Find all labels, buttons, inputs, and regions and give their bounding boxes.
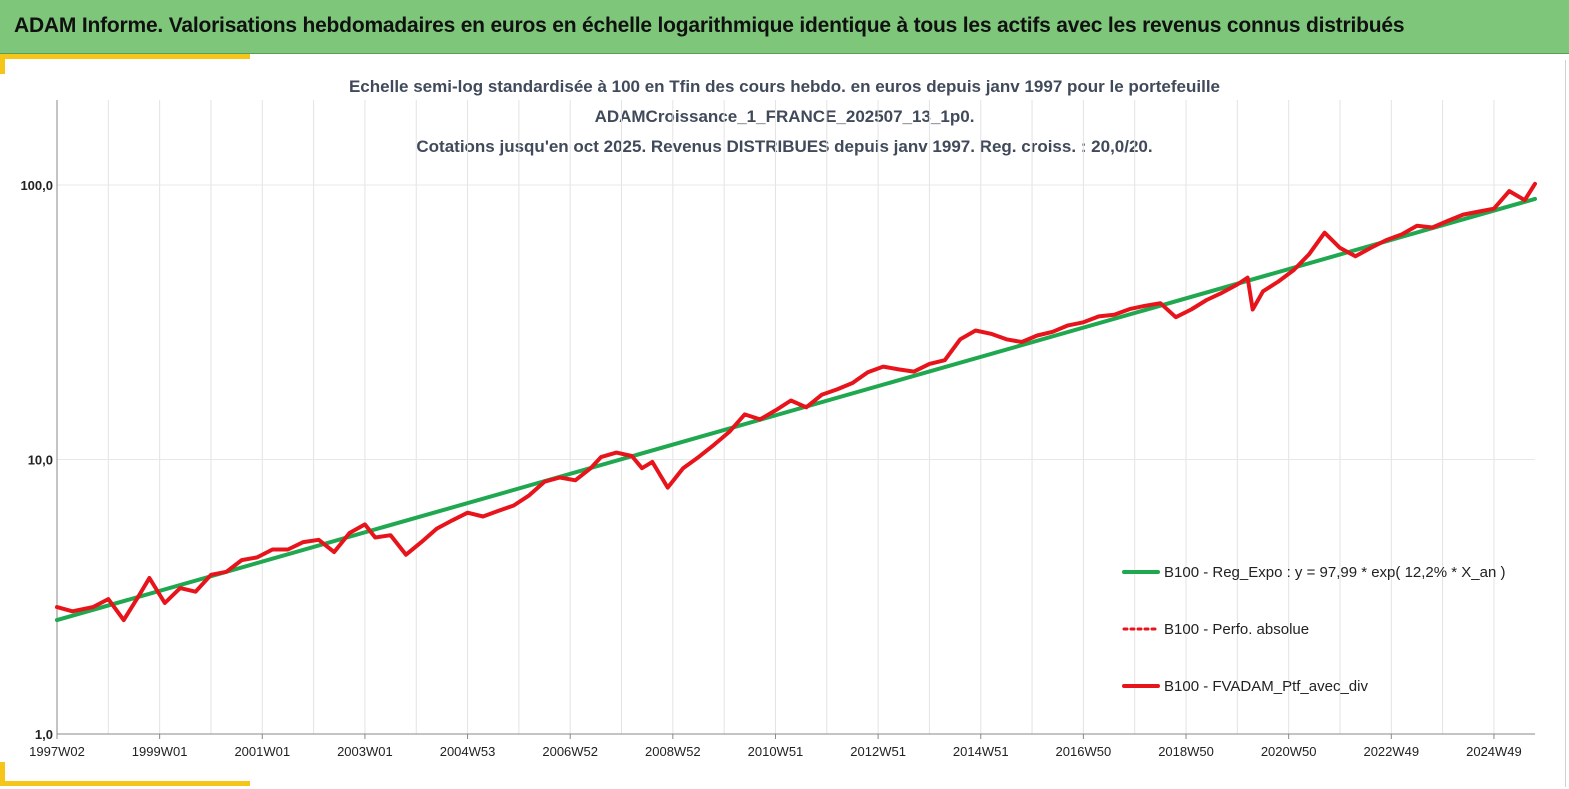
x-tick-label-0: 1997W02 bbox=[29, 744, 85, 759]
accent-bar-left bbox=[0, 54, 5, 74]
chart-frame bbox=[0, 60, 1566, 787]
x-tick-label-1: 1999W01 bbox=[132, 744, 188, 759]
x-tick-label-10: 2016W50 bbox=[1056, 744, 1112, 759]
accent-bar-bottom bbox=[0, 781, 250, 786]
y-tick-labels: 1,0 10,0 100,0 bbox=[20, 178, 53, 742]
y-tick-label-2: 100,0 bbox=[20, 178, 53, 193]
chart-title-line-2: ADAMCroissance_1_FRANCE_202507_13_1p0. bbox=[594, 107, 975, 126]
x-tick-label-3: 2003W01 bbox=[337, 744, 393, 759]
x-tick-label-5: 2006W52 bbox=[542, 744, 598, 759]
x-tick-label-9: 2014W51 bbox=[953, 744, 1009, 759]
series-lines bbox=[55, 181, 1537, 623]
series-line-2 bbox=[55, 181, 1537, 623]
header-bar: ADAM Informe. Valorisations hebdomadaire… bbox=[0, 0, 1569, 54]
accent-bar-top bbox=[0, 54, 250, 59]
legend-label-1: B100 - Perfo. absolue bbox=[1164, 621, 1309, 638]
x-tick-label-2: 2001W01 bbox=[234, 744, 290, 759]
chart-title-line-1: Echelle semi-log standardisée à 100 en T… bbox=[348, 77, 1221, 96]
x-tick-label-13: 2022W49 bbox=[1363, 744, 1419, 759]
axes bbox=[56, 100, 1535, 739]
x-tick-labels: 1997W02 1999W01 2001W01 2003W01 2004W53 2006W… bbox=[29, 744, 1522, 759]
legend-label-0: B100 - Reg_Expo : y = 97,99 * exp( 12,2%… bbox=[1164, 564, 1505, 581]
x-tick-label-6: 2008W52 bbox=[645, 744, 701, 759]
x-tick-label-11: 2018W50 bbox=[1158, 744, 1214, 759]
x-tick-label-14: 2024W49 bbox=[1466, 744, 1522, 759]
chart-title-line-3: Cotations jusqu'en oct 2025. Revenus DIS… bbox=[416, 137, 1153, 156]
accent-bar-bottom-left bbox=[0, 762, 5, 786]
x-tick-label-12: 2020W50 bbox=[1261, 744, 1317, 759]
header-title: ADAM Informe. Valorisations hebdomadaire… bbox=[14, 14, 1405, 37]
legend: B100 - Reg_Expo : y = 97,99 * exp( 12,2%… bbox=[1122, 564, 1505, 695]
x-tick-label-4: 2004W53 bbox=[440, 744, 496, 759]
x-tick-label-7: 2010W51 bbox=[748, 744, 804, 759]
series-line-0 bbox=[55, 196, 1537, 623]
y-tick-label-1: 10,0 bbox=[28, 453, 53, 468]
grid-lines bbox=[56, 100, 1535, 735]
y-tick-label-0: 1,0 bbox=[35, 727, 53, 742]
legend-label-2: B100 - FVADAM_Ptf_avec_div bbox=[1164, 678, 1368, 695]
x-tick-label-8: 2012W51 bbox=[850, 744, 906, 759]
